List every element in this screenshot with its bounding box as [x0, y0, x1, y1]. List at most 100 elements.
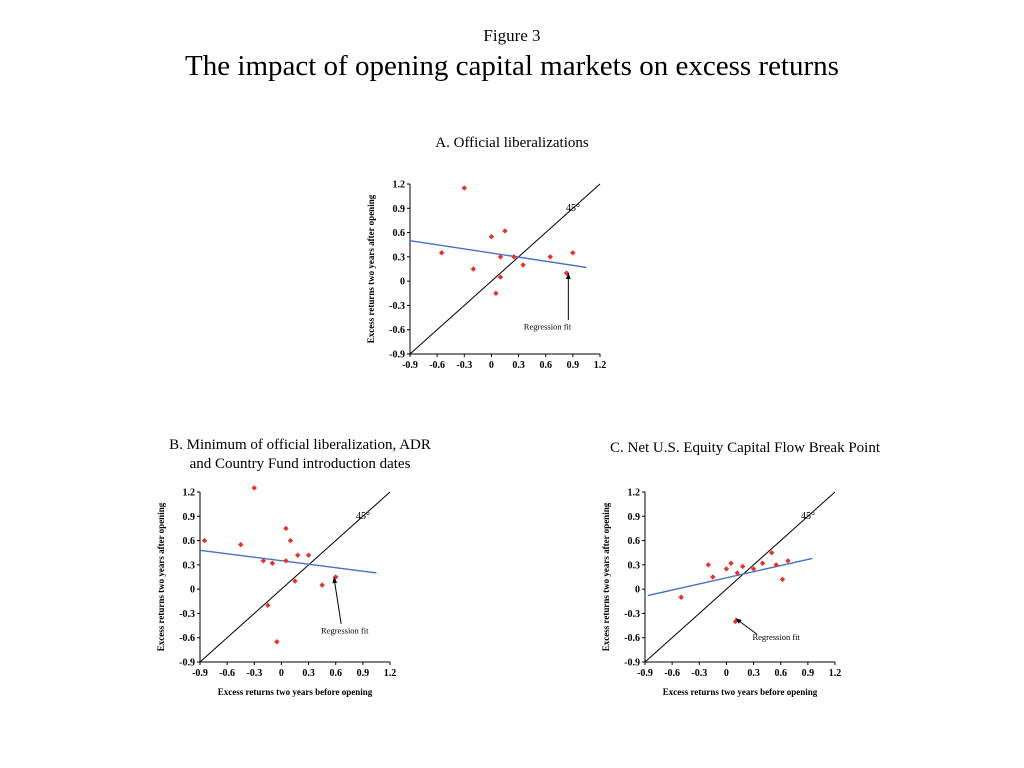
x-tick-label: -0.6	[664, 668, 680, 679]
data-point	[497, 254, 504, 260]
y-tick-label: 0.9	[393, 204, 406, 215]
x-tick-label: 1.2	[594, 360, 607, 371]
x-tick-label: 0.9	[802, 668, 815, 679]
y-tick-label: 0	[400, 277, 405, 288]
regression-line	[199, 549, 377, 574]
regression-fit-arrow	[735, 617, 758, 635]
panel-a-title: A. Official liberalizations	[435, 135, 589, 151]
data-point	[238, 541, 244, 548]
y-tick-label: -0.9	[179, 658, 195, 669]
x-tick-label: 0.9	[357, 668, 370, 679]
diagonal-45-label: 45°	[356, 511, 370, 522]
diagonal-45-label: 45°	[801, 511, 815, 522]
data-point	[547, 254, 553, 260]
data-point	[438, 250, 445, 256]
data-point	[710, 574, 716, 580]
data-point	[283, 558, 289, 564]
y-tick-label: 0	[635, 585, 640, 596]
y-tick-label: 0	[190, 585, 195, 596]
regression-fit-label: Regression fit	[321, 626, 369, 636]
y-tick-label: -0.3	[624, 609, 640, 620]
data-point	[470, 266, 477, 272]
x-tick-label: -0.9	[402, 360, 418, 371]
x-tick-label: 0.3	[512, 360, 525, 371]
x-tick-label: -0.3	[691, 668, 707, 679]
y-tick-label: -0.6	[389, 325, 405, 336]
data-point	[251, 485, 257, 491]
data-point	[779, 576, 786, 583]
panel-b-chart: -0.9-0.9 -0.6 -0.6 -0.3 -0.3 0 0 0.3 0.3 0.6 0.6 0.…	[156, 485, 396, 697]
x-tick-label: 0.9	[567, 360, 580, 371]
y-axis-title: Excess returns two years after opening	[601, 502, 611, 651]
y-tick-label: 0.6	[628, 536, 641, 547]
y-tick-label: 1.2	[628, 488, 641, 499]
x-tick-label: 0.6	[774, 668, 787, 679]
y-tick-label: 0.3	[393, 252, 406, 263]
x-tick-label: 0.6	[539, 360, 552, 371]
data-point	[488, 233, 495, 240]
scatter-points	[678, 550, 791, 625]
scatter-points	[438, 185, 576, 296]
regression-fit-arrow	[565, 273, 571, 320]
data-point	[678, 594, 684, 600]
diagonal-45-line	[199, 491, 391, 663]
y-tick-label: -0.3	[389, 301, 405, 312]
x-tick-label: -0.6	[429, 360, 445, 371]
diagonal-45-line	[409, 183, 601, 355]
data-point	[497, 274, 504, 280]
data-point	[502, 228, 508, 234]
data-point	[319, 582, 325, 588]
data-point	[570, 250, 576, 256]
figure-label: Figure 3	[483, 26, 541, 45]
regression-fit-arrow	[332, 576, 342, 625]
y-tick-label: 0.9	[183, 512, 196, 523]
x-tick-label: -0.3	[456, 360, 472, 371]
data-point	[283, 525, 289, 532]
x-tick-label: 1.2	[384, 668, 397, 679]
y-tick-label: -0.6	[624, 633, 640, 644]
x-tick-label: 0.6	[329, 668, 342, 679]
x-tick-label: -0.9	[637, 668, 653, 679]
y-tick-label: -0.3	[179, 609, 195, 620]
panel-c-title: C. Net U.S. Equity Capital Flow Break Po…	[610, 440, 880, 456]
diagonal-45-line	[644, 491, 836, 663]
y-axis-title: Excess returns two years after opening	[156, 502, 166, 651]
data-point	[292, 578, 298, 584]
diagonal-45-label: 45°	[566, 203, 580, 214]
x-tick-label: 1.2	[829, 668, 842, 679]
panel-b-title: B. Minimum of official liberalization, A…	[169, 437, 431, 472]
y-tick-label: 0.9	[628, 512, 641, 523]
y-tick-label: 0.6	[183, 536, 196, 547]
x-tick-label: -0.9	[192, 668, 208, 679]
data-point	[759, 560, 766, 566]
y-tick-label: 0.3	[628, 560, 641, 571]
y-tick-label: 1.2	[393, 180, 406, 191]
regression-line	[647, 557, 813, 597]
data-point	[305, 552, 312, 558]
x-tick-label: -0.3	[246, 668, 262, 679]
data-point	[295, 552, 301, 558]
y-tick-label: 0.3	[183, 560, 196, 571]
data-point	[734, 570, 740, 576]
x-tick-label: 0	[724, 668, 729, 679]
data-point	[732, 618, 739, 625]
x-tick-label: 0	[489, 360, 494, 371]
figure-title: The impact of opening capital markets on…	[185, 50, 839, 82]
data-point	[520, 262, 526, 268]
regression-fit-label: Regression fit	[524, 322, 572, 332]
data-point	[287, 537, 294, 544]
tick-labels: -0.9-0.9 -0.6 -0.6 -0.3 -0.3 0 0 0.3 0.3 0.6 0.6 0.…	[624, 488, 841, 680]
y-axis-title: Excess returns two years after opening	[366, 194, 376, 343]
y-tick-label: 1.2	[183, 488, 196, 499]
regression-fit-label: Regression fit	[752, 632, 800, 642]
y-tick-label: -0.6	[179, 633, 195, 644]
regression-line	[409, 239, 587, 269]
data-point	[723, 566, 730, 572]
data-point	[493, 290, 499, 296]
data-point	[785, 558, 791, 564]
tick-labels: -0.9-0.9 -0.6 -0.6 -0.3 -0.3 0 0 0.3 0.3 0.6 0.6 0.…	[179, 488, 396, 680]
x-tick-label: 0	[279, 668, 284, 679]
panel-a-chart: -0.9-0.9 -0.6 -0.6 -0.3 -0.3 0 0 0.3 0.3 0.6 0.6 0.…	[366, 180, 607, 372]
x-tick-label: -0.6	[219, 668, 235, 679]
